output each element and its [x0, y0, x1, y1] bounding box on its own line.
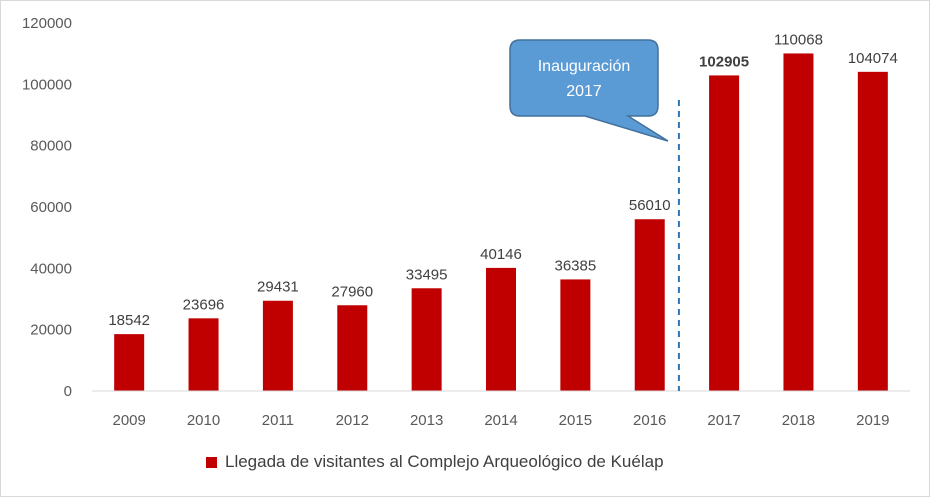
x-tick-label: 2015 — [559, 412, 592, 429]
bar-2018 — [783, 53, 814, 392]
x-tick-label: 2014 — [484, 412, 517, 429]
data-label: 18542 — [108, 312, 150, 329]
y-tick-label: 120000 — [22, 15, 72, 32]
legend-label: Llegada de visitantes al Complejo Arqueo… — [225, 452, 664, 471]
y-tick-label: 60000 — [30, 199, 72, 216]
y-tick-label: 80000 — [30, 138, 72, 155]
y-tick-label: 40000 — [30, 260, 72, 277]
bar-2017 — [709, 75, 740, 391]
data-label: 40146 — [480, 246, 522, 263]
y-tick-label: 0 — [64, 383, 72, 400]
y-tick-label: 20000 — [30, 322, 72, 339]
bar-2010 — [188, 318, 219, 391]
x-tick-label: 2016 — [633, 412, 666, 429]
data-label: 33495 — [406, 266, 448, 283]
x-tick-label: 2013 — [410, 412, 443, 429]
x-tick-label: 2019 — [856, 412, 889, 429]
bar-2016 — [634, 219, 665, 391]
x-axis-ticks: 2009 2010 2011 2012 2013 2014 2015 2016 2017 2018… — [112, 412, 889, 429]
data-label: 23696 — [183, 296, 225, 313]
data-label: 29431 — [257, 279, 299, 296]
bar-2011 — [262, 300, 293, 391]
data-label: 36385 — [555, 257, 597, 274]
data-labels: 18542 23696 29431 27960 33495 40146 36385 56010… — [108, 31, 898, 329]
x-tick-label: 2018 — [782, 412, 815, 429]
bar-2012 — [337, 305, 368, 391]
callout-line-1: Inauguración — [538, 58, 631, 75]
data-label: 104074 — [848, 50, 898, 67]
x-tick-label: 2010 — [187, 412, 220, 429]
x-tick-label: 2017 — [707, 412, 740, 429]
legend: Llegada de visitantes al Complejo Arqueo… — [206, 452, 664, 472]
x-tick-label: 2009 — [112, 412, 145, 429]
bars — [114, 53, 888, 392]
y-tick-label: 100000 — [22, 76, 72, 93]
data-label: 56010 — [629, 197, 671, 214]
bar-2015 — [560, 279, 591, 391]
legend-swatch — [206, 456, 217, 468]
data-label: 110068 — [774, 31, 823, 48]
bar-2014 — [486, 267, 516, 391]
x-tick-label: 2011 — [262, 412, 294, 429]
bar-2009 — [114, 334, 145, 391]
data-label: 102905 — [699, 53, 749, 70]
bar-2013 — [411, 288, 442, 391]
inauguration-callout: Inauguración 2017 — [509, 39, 669, 142]
x-tick-label: 2012 — [336, 412, 369, 429]
y-axis-ticks: 0 20000 40000 60000 80000 100000 120000 — [22, 15, 72, 400]
callout-bubble — [509, 39, 669, 142]
bar-2019 — [857, 71, 888, 392]
data-label: 27960 — [331, 283, 373, 300]
callout-line-2: 2017 — [566, 83, 602, 100]
